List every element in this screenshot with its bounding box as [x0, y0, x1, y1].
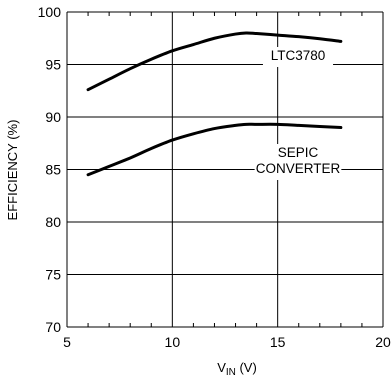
x-tick-label: 15 — [270, 334, 286, 350]
y-axis-label: EFFICIENCY (%) — [5, 120, 20, 221]
tick-labels: 5 10 15 20 100 95 90 85 80 75 70 — [38, 4, 391, 350]
x-tick-label: 5 — [63, 334, 71, 350]
series-label-line: CONVERTER — [256, 161, 341, 176]
x-axis-label-main: V — [217, 360, 226, 375]
y-tick-label: 100 — [38, 4, 62, 20]
series-labels: LTC3780 SEPIC CONVERTER — [254, 47, 342, 180]
series-label-line: LTC3780 — [271, 48, 326, 63]
y-tick-label: 95 — [45, 57, 61, 73]
series-label-background — [262, 47, 334, 67]
x-tick-label: 20 — [375, 334, 391, 350]
y-tick-label: 90 — [45, 109, 61, 125]
series-label: LTC3780 — [271, 48, 326, 63]
series-label: SEPIC CONVERTER — [256, 145, 341, 176]
series-label-line: SEPIC — [278, 145, 319, 160]
series-label-background — [254, 144, 342, 180]
series-line-ltc3780 — [86, 31, 343, 92]
x-tick-label: 10 — [165, 334, 181, 350]
y-tick-label: 75 — [45, 267, 61, 283]
y-tick-label: 80 — [45, 214, 61, 230]
series-curves — [86, 31, 343, 177]
y-tick-label: 85 — [45, 162, 61, 178]
series-line-sepic-converter — [86, 122, 343, 177]
x-axis-label-subscript: IN — [226, 367, 236, 378]
x-axis-label: VIN (V) — [217, 360, 257, 378]
x-axis-label-unit: (V) — [236, 360, 257, 375]
y-tick-label: 70 — [45, 319, 61, 335]
